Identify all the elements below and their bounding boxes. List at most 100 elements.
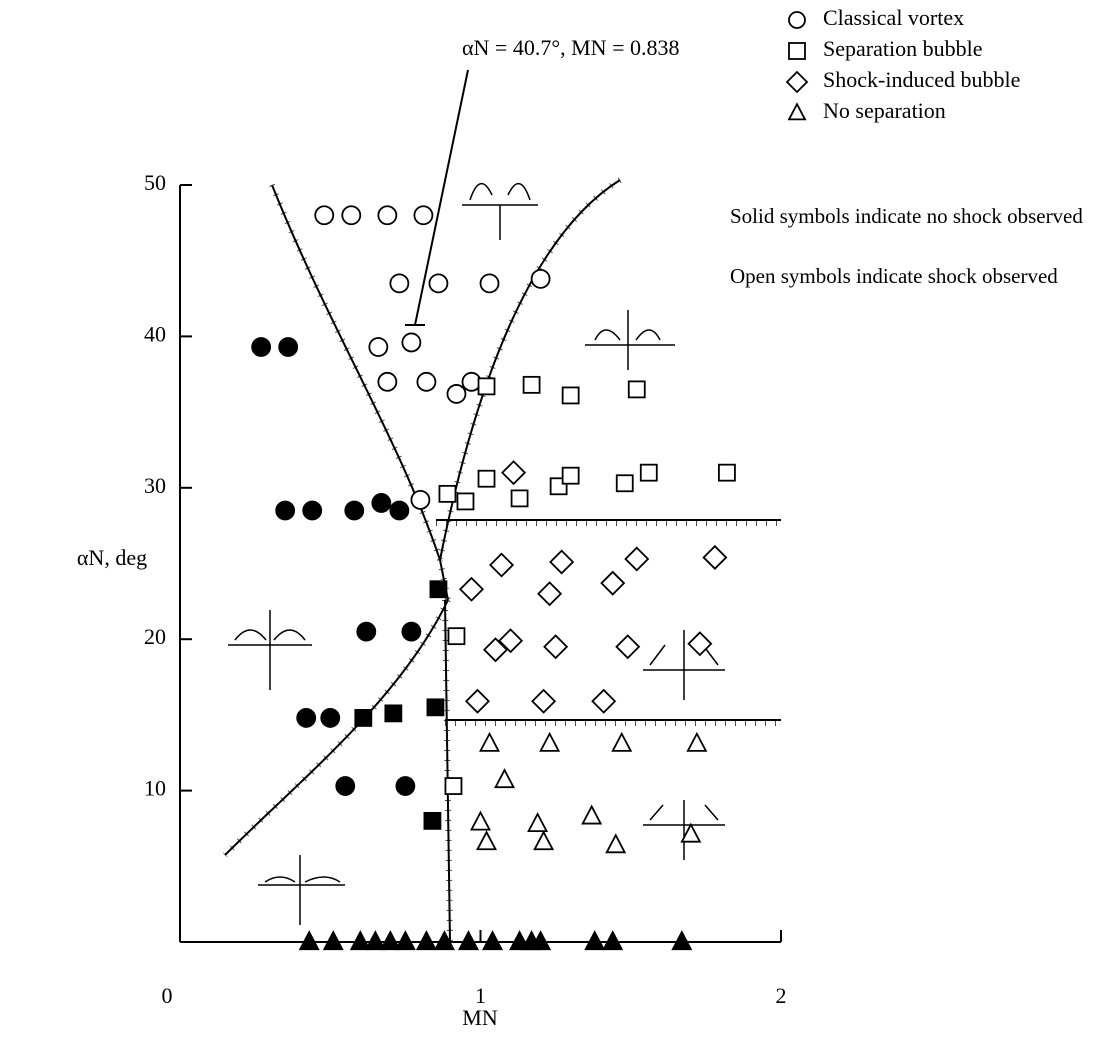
point — [446, 384, 467, 404]
note: Open symbols indicate shock observed — [730, 264, 1058, 288]
point — [476, 830, 498, 851]
point — [479, 731, 501, 752]
point — [489, 552, 515, 578]
legend-symbol — [785, 70, 809, 94]
point — [501, 460, 527, 486]
point — [457, 930, 479, 951]
point — [438, 484, 457, 503]
point — [364, 930, 386, 951]
point — [464, 688, 491, 714]
point — [433, 930, 455, 951]
point — [429, 580, 448, 599]
x-axis-label: MN — [462, 1005, 498, 1030]
point — [483, 637, 509, 663]
point — [456, 492, 475, 511]
point — [322, 930, 344, 951]
point — [377, 371, 398, 392]
annotation: αN = 40.7°, MN = 0.838 — [462, 35, 679, 60]
point — [522, 375, 541, 394]
point — [320, 708, 341, 728]
point — [335, 776, 356, 796]
point — [624, 546, 650, 572]
point — [251, 337, 272, 357]
point — [428, 273, 449, 294]
point — [354, 709, 373, 727]
point — [413, 205, 434, 226]
legend-symbol — [788, 11, 806, 29]
point — [377, 205, 398, 226]
point — [371, 493, 392, 513]
point — [671, 930, 693, 951]
point — [470, 810, 491, 831]
point — [615, 474, 634, 493]
boundary — [444, 599, 451, 943]
point — [401, 332, 422, 353]
boundary — [271, 184, 449, 601]
point — [591, 688, 617, 714]
point — [275, 500, 296, 521]
legend-symbol — [787, 102, 807, 121]
note: Solid symbols indicate no shock observed — [730, 204, 1083, 228]
point — [426, 698, 445, 717]
point — [539, 731, 561, 752]
point — [537, 581, 563, 607]
point — [533, 830, 555, 851]
point — [561, 386, 580, 405]
y-tick-label: 40 — [144, 321, 166, 346]
hatching — [222, 177, 781, 943]
point — [477, 469, 496, 488]
point — [389, 500, 410, 521]
point — [356, 621, 377, 642]
y-tick-label: 10 — [144, 776, 166, 801]
legend-label: No separation — [823, 98, 946, 123]
point — [401, 621, 422, 642]
point — [302, 500, 323, 521]
point — [680, 822, 702, 843]
y-tick-label: 30 — [144, 473, 166, 498]
point — [344, 500, 365, 521]
point — [477, 377, 496, 396]
x-tick-label: 1 — [475, 983, 486, 1008]
point — [389, 273, 410, 294]
point — [581, 804, 603, 825]
point — [639, 463, 658, 482]
point — [531, 688, 557, 714]
point — [686, 731, 708, 752]
y-axis-label: αN, deg — [77, 545, 147, 570]
point — [527, 812, 549, 833]
x-tick-label: 2 — [776, 983, 787, 1008]
point — [602, 930, 624, 951]
point — [296, 708, 317, 728]
point — [611, 731, 633, 752]
point — [416, 371, 437, 392]
point — [379, 930, 401, 951]
point — [482, 930, 504, 951]
point — [627, 380, 646, 399]
point — [600, 570, 626, 596]
point — [510, 489, 529, 508]
y-tick-label: 20 — [144, 624, 166, 649]
point — [494, 768, 516, 789]
point — [498, 628, 524, 654]
point — [561, 466, 580, 485]
point — [444, 777, 463, 795]
point — [718, 463, 736, 482]
point — [584, 930, 606, 951]
point — [423, 811, 442, 830]
point — [394, 930, 416, 951]
point — [543, 634, 569, 660]
flow-sketches — [228, 183, 725, 925]
point — [615, 634, 641, 660]
point — [530, 930, 552, 951]
point — [458, 576, 485, 602]
point — [702, 544, 728, 570]
point — [395, 776, 416, 796]
point — [605, 833, 627, 854]
point — [549, 549, 575, 575]
point — [341, 205, 362, 226]
point — [384, 704, 403, 723]
legend-label: Classical vortex — [823, 5, 964, 30]
point — [349, 930, 371, 951]
